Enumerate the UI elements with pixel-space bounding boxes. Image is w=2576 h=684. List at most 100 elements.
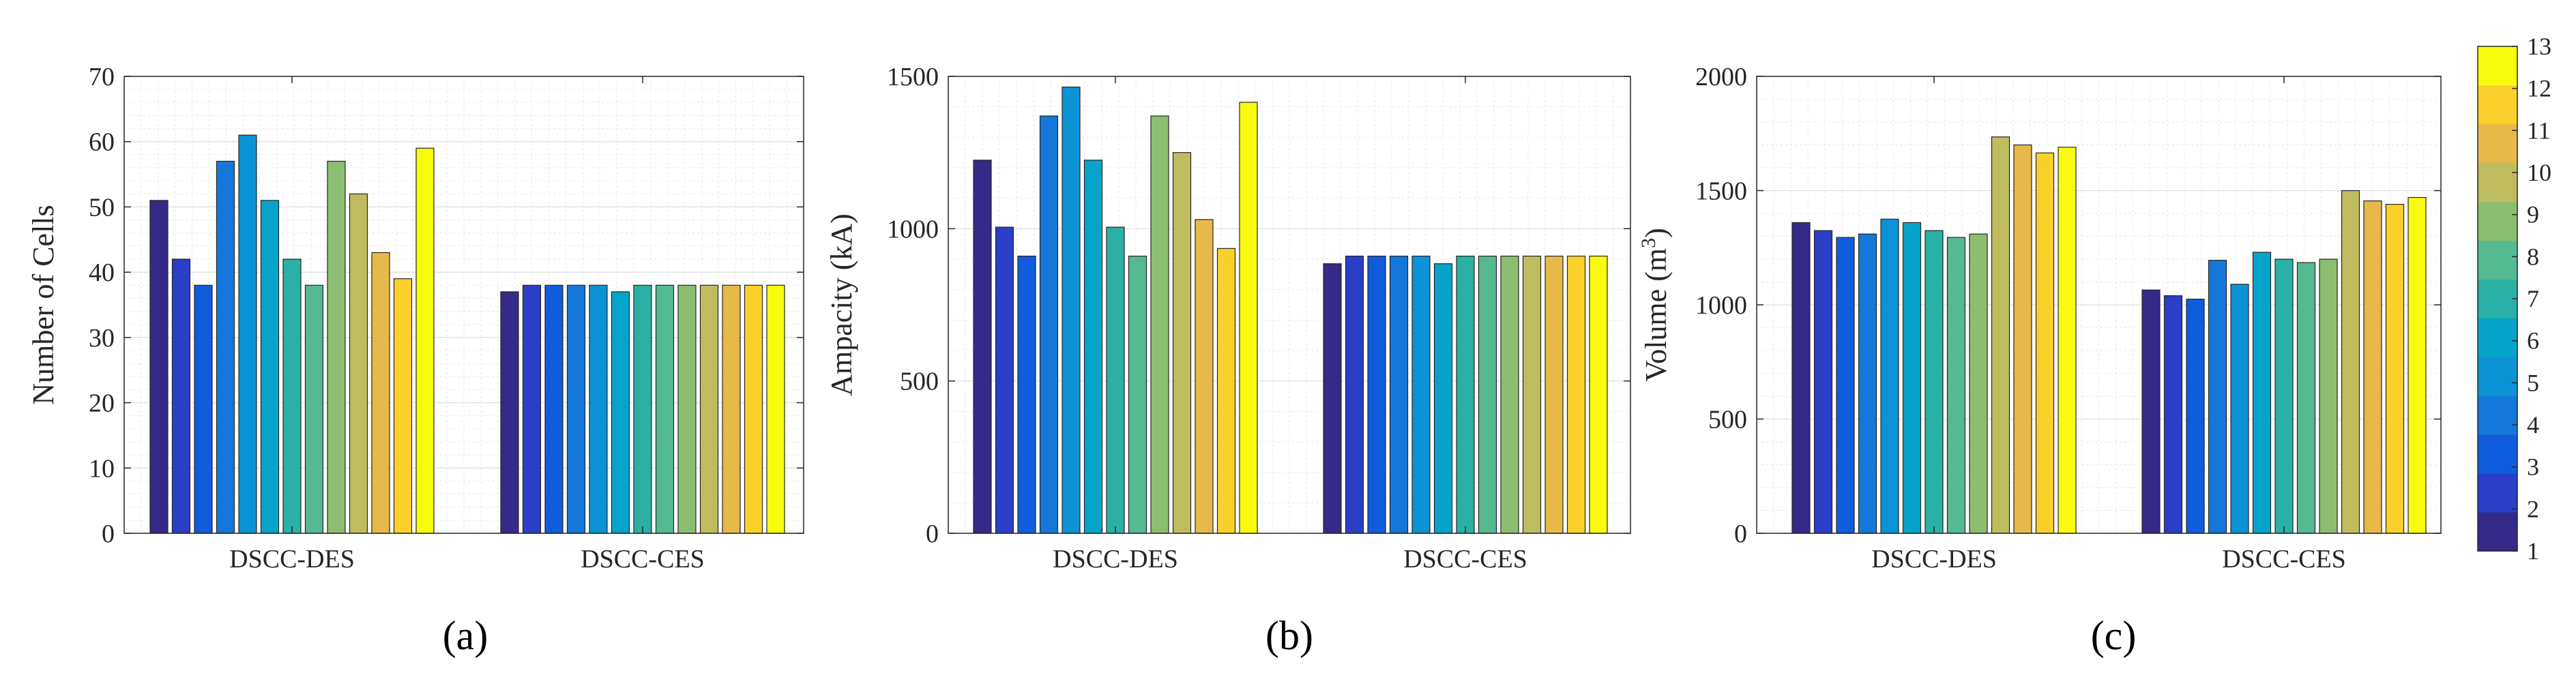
y-tick-label: 1500 (1695, 177, 1747, 206)
colorbar-tick-label: 10 (2527, 159, 2551, 186)
bar-dscc-des-series-6 (1902, 222, 1922, 534)
bar-dscc-ces-series-5 (2230, 284, 2249, 534)
bar-dscc-ces-series-3 (1367, 255, 1386, 534)
bar-dscc-ces-series-13 (2407, 196, 2427, 534)
colorbar-tick-label: 6 (2527, 327, 2539, 355)
bar-dscc-ces-series-6 (2252, 252, 2272, 534)
colorbar-tick-label: 3 (2527, 453, 2539, 481)
bar-dscc-ces-series-12 (744, 284, 763, 534)
colorbar-tick-label: 9 (2527, 201, 2539, 228)
bar-dscc-ces-series-4 (566, 284, 586, 534)
y-ticks-a: 0 10 20 30 40 50 60 70 (89, 63, 804, 548)
x-ticks-b: DSCC-DES DSCC-CES (1053, 76, 1527, 574)
bar-dscc-ces-series-7 (633, 284, 652, 534)
panel-a: 0 10 20 30 40 50 60 70 DSCC-DES DSCC-CES Number … (27, 63, 804, 658)
bar-dscc-des-series-1 (973, 160, 992, 534)
bar-dscc-des-series-7 (282, 258, 302, 534)
y-axis-label-b: Ampacity (kA) (825, 213, 858, 396)
bar-dscc-ces-series-1 (500, 291, 519, 534)
bar-dscc-des-series-4 (1858, 233, 1877, 534)
colorbar-segment-7 (2478, 279, 2517, 318)
colorbar-segment-1 (2478, 512, 2517, 552)
y-axis-label-text: Volume (m (1639, 248, 1673, 382)
y-ticks-c: 0 500 1000 1500 2000 (1695, 63, 2441, 548)
bar-dscc-des-series-12 (1216, 248, 1236, 534)
colorbar-tick-label: 1 (2527, 537, 2539, 565)
bar-dscc-ces-series-4 (1389, 255, 1409, 534)
colorbar-segment-11 (2478, 123, 2517, 164)
bar-dscc-des-series-11 (2013, 144, 2032, 534)
bar-dscc-ces-series-11 (722, 284, 741, 534)
y-tick-label: 60 (89, 128, 115, 157)
bar-dscc-des-series-4 (1039, 115, 1059, 534)
colorbar-tick-label: 12 (2527, 75, 2551, 102)
axes-frame-a (123, 76, 804, 534)
bar-dscc-des-series-13 (2058, 147, 2077, 534)
caption-b: (b) (1265, 613, 1313, 658)
panel-b: 0 500 1000 1500 DSCC-DES DSCC-CES Ampacity (… (825, 63, 1631, 658)
bar-dscc-des-series-5 (238, 134, 257, 534)
bar-dscc-des-series-1 (149, 200, 169, 534)
colorbar-segment-5 (2478, 357, 2517, 396)
y-axis-label-c: Volume (m3) (1637, 228, 1673, 382)
bar-dscc-des-series-3 (1017, 255, 1036, 534)
bar-dscc-des-series-13 (415, 147, 435, 534)
bar-dscc-ces-series-10 (2341, 190, 2360, 534)
y-ticks-b: 0 500 1000 1500 (887, 63, 1630, 548)
y-tick-label: 2000 (1695, 63, 1747, 91)
bar-dscc-des-series-13 (1239, 102, 1258, 534)
colorbar-segment-9 (2478, 201, 2517, 241)
bar-dscc-ces-series-1 (1323, 263, 1342, 534)
y-tick-label: 0 (102, 520, 115, 548)
bar-dscc-des-series-8 (1946, 237, 1966, 534)
bar-dscc-des-series-10 (349, 193, 368, 534)
caption-a: (a) (443, 613, 488, 658)
colorbar-segment-8 (2478, 240, 2517, 280)
bar-dscc-ces-series-3 (544, 284, 564, 534)
bar-dscc-ces-series-7 (2274, 258, 2294, 534)
bar-dscc-ces-series-5 (1411, 255, 1431, 534)
bar-dscc-ces-series-11 (1545, 255, 1564, 534)
bar-dscc-ces-series-11 (2363, 200, 2382, 534)
y-tick-label: 500 (1708, 406, 1747, 434)
y-axis-label-text: Number of Cells (27, 205, 60, 404)
y-tick-label: 500 (900, 368, 939, 396)
bar-dscc-des-series-6 (260, 200, 280, 534)
bar-dscc-des-series-2 (995, 226, 1014, 534)
bar-dscc-des-series-11 (1195, 219, 1214, 534)
y-axis-label-a: Number of Cells (27, 205, 60, 404)
bar-dscc-ces-series-2 (522, 284, 542, 534)
bar-dscc-ces-series-10 (699, 284, 719, 534)
x-ticks-a: DSCC-DES DSCC-CES (229, 76, 705, 574)
bars-c (1791, 136, 2427, 534)
bar-dscc-ces-series-6 (1433, 263, 1453, 534)
bar-dscc-des-series-10 (1991, 136, 2010, 534)
colorbar-frame (2477, 46, 2518, 552)
y-axis-label-superscript: 3 (1637, 238, 1660, 248)
y-tick-label: 50 (89, 193, 115, 222)
bar-dscc-ces-series-12 (1566, 255, 1586, 534)
bar-dscc-des-series-12 (393, 278, 413, 534)
bar-dscc-ces-series-2 (1345, 255, 1364, 534)
y-tick-label: 1000 (887, 215, 939, 243)
bars-a (149, 134, 785, 534)
bar-dscc-ces-series-4 (2208, 260, 2227, 534)
bars-b (973, 87, 1608, 534)
bar-dscc-ces-series-9 (677, 284, 697, 534)
bar-dscc-des-series-7 (1106, 226, 1125, 534)
colorbar-tick-label: 4 (2527, 411, 2539, 438)
bar-dscc-ces-series-6 (611, 291, 630, 534)
y-tick-label: 0 (926, 520, 939, 548)
colorbar-tick-label: 8 (2527, 243, 2539, 270)
colorbar-tick-label: 11 (2527, 117, 2551, 144)
x-category-label: DSCC-CES (1403, 545, 1527, 574)
bar-dscc-des-series-8 (1128, 255, 1147, 534)
bar-dscc-des-series-12 (2035, 152, 2055, 534)
y-axis-label-end: ) (1639, 228, 1673, 238)
axes-frame-c (1756, 76, 2442, 534)
colorbar-tick-label: 5 (2527, 369, 2539, 396)
bar-dscc-des-series-11 (371, 252, 390, 534)
bar-dscc-des-series-8 (304, 284, 324, 534)
